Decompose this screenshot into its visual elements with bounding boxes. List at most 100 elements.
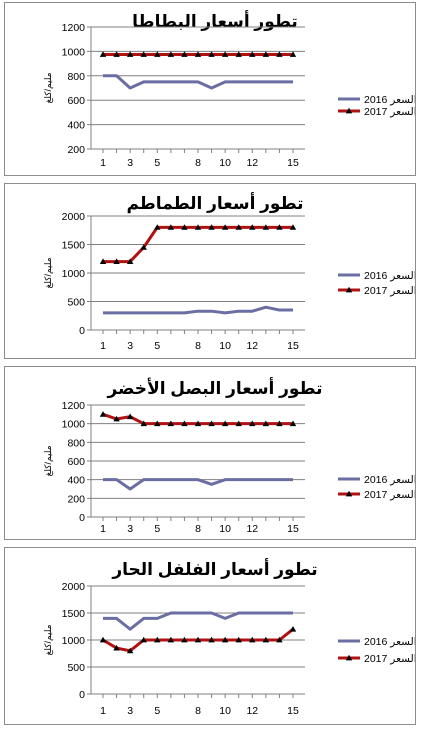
y-tick-label: 400 [67, 475, 85, 487]
series-1-marker [289, 420, 297, 427]
legend-label-1: 2017 السعر [364, 106, 415, 118]
y-tick-label: 200 [67, 493, 85, 505]
x-tick-label: 1 [100, 705, 106, 717]
x-tick-label: 12 [246, 523, 258, 535]
series-1-marker [140, 636, 147, 643]
series-1-marker [208, 51, 215, 57]
series-0-line [103, 478, 293, 491]
y-tick-label: 1500 [62, 608, 86, 620]
y-tick-label: 0 [79, 325, 85, 337]
chart-green-onion: تطور أسعار البصل الأخضر 0 200 400 600 800 1000… [43, 377, 415, 535]
series-1-marker [235, 224, 242, 230]
series-1-marker [262, 224, 270, 230]
legend-marker [345, 286, 353, 293]
series-1-marker [181, 51, 188, 57]
chart-hot-pepper-frame: تطور أسعار الفلفل الحار 0 500 1000 1500 2000 1… [4, 547, 416, 725]
series-1-marker [113, 258, 120, 264]
series-1-marker [194, 636, 202, 643]
y-tick-label: 0 [79, 689, 85, 701]
y-tick-label: 1200 [62, 400, 86, 412]
x-tick-label: 12 [246, 157, 258, 169]
series-1-marker [113, 51, 120, 57]
series-1-marker [99, 51, 107, 57]
series-1-marker [208, 420, 215, 427]
series-1-marker [262, 51, 270, 57]
legend-label-0: 2016 السعر [364, 270, 415, 282]
x-tick-label: 8 [195, 340, 201, 352]
series-1-marker [249, 636, 256, 643]
x-tick-label: 5 [154, 340, 160, 352]
legend-label-0: 2016 السعر [364, 636, 415, 648]
x-tick-label: 1 [100, 340, 106, 352]
series-1-marker [167, 636, 175, 643]
y-tick-label: 1200 [62, 22, 86, 34]
series-1-marker [140, 51, 147, 57]
x-tick-label: 1 [100, 157, 106, 169]
chart-title: تطور أسعار الطماطم [126, 192, 303, 214]
x-tick-label: 8 [195, 523, 201, 535]
series-1-marker [276, 636, 283, 643]
y-tick-label: 1000 [62, 46, 86, 58]
series-1-marker [249, 51, 256, 57]
x-tick-label: 5 [154, 705, 160, 717]
series-1-marker [289, 224, 297, 230]
x-tick-label: 1 [100, 523, 106, 535]
series-1-marker [221, 636, 229, 643]
y-tick-label: 1500 [62, 240, 86, 252]
legend-label-1: 2017 السعر [364, 285, 415, 297]
chart-potato-frame: تطور أسعار البطاطا 200 400 600 800 1000 1200 1 3… [4, 2, 416, 176]
series-1-marker [208, 224, 215, 230]
series-1-marker [99, 411, 107, 417]
series-1-marker [289, 626, 297, 632]
y-tick-label: 200 [67, 144, 85, 156]
y-tick-label: 1000 [62, 635, 86, 647]
x-tick-label: 15 [287, 705, 299, 717]
y-tick-label: 1000 [62, 268, 86, 280]
legend-marker [345, 490, 353, 497]
x-tick-label: 12 [246, 705, 258, 717]
chart-title: تطور أسعار الفلفل الحار [111, 558, 317, 580]
series-1-marker [235, 636, 242, 643]
series-0-line [103, 611, 293, 631]
legend-label-1: 2017 السعر [364, 489, 415, 501]
x-tick-label: 3 [127, 340, 133, 352]
x-tick-label: 10 [219, 340, 231, 352]
series-1-marker [276, 420, 283, 427]
chart-tomato: تطور أسعار الطماطم 0 500 1000 1500 2000 1 3 5 8 10… [43, 192, 415, 352]
chart-potato: تطور أسعار البطاطا 200 400 600 800 1000 1200 1 3… [43, 10, 415, 169]
series-1-marker [262, 420, 270, 427]
x-tick-label: 10 [219, 523, 231, 535]
series-1-marker [235, 51, 242, 57]
series-1-marker [221, 51, 229, 57]
series-1-marker [194, 420, 202, 427]
series-1-marker [194, 51, 202, 57]
x-tick-label: 15 [287, 340, 299, 352]
series-1-marker [126, 647, 134, 654]
series-1-marker [262, 636, 270, 643]
y-axis-label: مليم/كلغ [43, 72, 54, 103]
x-tick-label: 10 [219, 705, 231, 717]
y-tick-label: 600 [67, 456, 85, 468]
x-tick-label: 3 [127, 523, 133, 535]
x-tick-label: 8 [195, 157, 201, 169]
series-1-marker [221, 420, 229, 427]
x-tick-label: 10 [219, 157, 231, 169]
series-1-marker [167, 420, 175, 427]
series-1-marker [181, 420, 188, 427]
y-tick-label: 500 [67, 662, 85, 674]
series-1-marker [194, 224, 202, 230]
x-tick-label: 3 [127, 157, 133, 169]
series-1-marker [140, 244, 147, 250]
y-tick-label: 1000 [62, 419, 86, 431]
y-tick-label: 2000 [62, 581, 86, 593]
y-tick-label: 2000 [62, 211, 86, 223]
series-1-marker [235, 420, 242, 427]
series-0-line [103, 305, 293, 315]
series-1-marker [167, 224, 175, 230]
series-1-marker [249, 224, 256, 230]
series-1-marker [208, 636, 215, 643]
series-1-marker [126, 51, 134, 57]
series-1-marker [154, 224, 161, 230]
x-tick-label: 8 [195, 705, 201, 717]
series-1-marker [276, 51, 283, 57]
